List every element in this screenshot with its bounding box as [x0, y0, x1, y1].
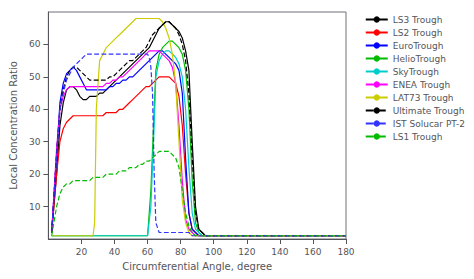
svg-text:ENEA Trough: ENEA Trough [393, 80, 450, 90]
svg-text:LS1 Trough: LS1 Trough [393, 132, 443, 142]
svg-text:HelioTrough: HelioTrough [393, 54, 446, 64]
svg-text:10: 10 [29, 202, 41, 212]
svg-text:IST Solucar PT-2: IST Solucar PT-2 [393, 119, 465, 129]
svg-text:80: 80 [175, 247, 187, 257]
svg-text:100: 100 [205, 247, 222, 257]
svg-text:LS2 Trough: LS2 Trough [393, 28, 443, 38]
svg-text:50: 50 [29, 72, 41, 82]
svg-text:30: 30 [29, 137, 41, 147]
svg-text:20: 20 [29, 169, 41, 179]
svg-text:EuroTrough: EuroTrough [393, 41, 444, 51]
svg-text:40: 40 [109, 247, 121, 257]
svg-text:140: 140 [271, 247, 288, 257]
svg-text:60: 60 [142, 247, 154, 257]
svg-text:LAT73 Trough: LAT73 Trough [393, 93, 454, 103]
svg-text:Circumferential Angle, degree: Circumferential Angle, degree [122, 261, 272, 272]
svg-text:SkyTrough: SkyTrough [393, 67, 439, 77]
svg-text:120: 120 [238, 247, 255, 257]
svg-text:LS3 Trough: LS3 Trough [393, 15, 443, 25]
svg-text:60: 60 [29, 39, 41, 49]
svg-text:20: 20 [76, 247, 88, 257]
svg-text:Local Concentration Ratio: Local Concentration Ratio [8, 61, 19, 190]
svg-text:40: 40 [29, 104, 41, 114]
svg-text:Ultimate Trough: Ultimate Trough [393, 106, 465, 116]
svg-text:180: 180 [337, 247, 354, 257]
svg-text:160: 160 [304, 247, 321, 257]
